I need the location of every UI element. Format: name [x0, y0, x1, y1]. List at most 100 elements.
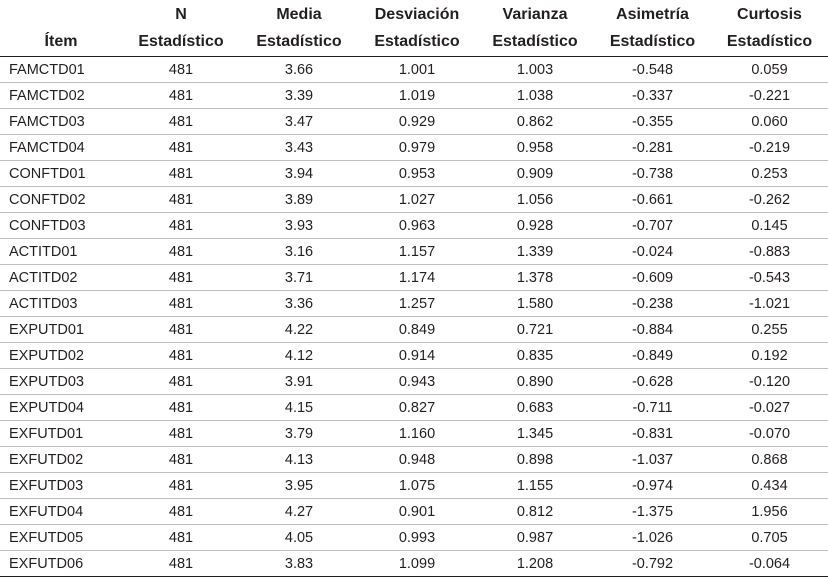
cell-media: 3.43	[240, 134, 358, 161]
cell-curtosis: -0.120	[711, 368, 828, 395]
cell-curtosis: 1.956	[711, 498, 828, 525]
cell-varianza: 1.056	[476, 186, 594, 213]
table-row: EXPUTD02 481 4.12 0.914 0.835 -0.849 0.192	[0, 342, 828, 369]
cell-asimetria: -0.024	[594, 238, 711, 265]
cell-media: 3.71	[240, 264, 358, 291]
cell-curtosis: -0.027	[711, 394, 828, 421]
table-row: EXPUTD04 481 4.15 0.827 0.683 -0.711 -0.027	[0, 394, 828, 421]
cell-n: 481	[122, 160, 240, 187]
cell-desviacion: 1.001	[358, 56, 476, 83]
cell-desviacion: 1.160	[358, 420, 476, 447]
cell-n: 481	[122, 368, 240, 395]
cell-media: 3.95	[240, 472, 358, 499]
cell-desviacion: 1.099	[358, 550, 476, 577]
cell-varianza: 0.928	[476, 212, 594, 239]
cell-media: 3.93	[240, 212, 358, 239]
cell-n: 481	[122, 342, 240, 369]
cell-curtosis: 0.255	[711, 316, 828, 343]
table-row: EXFUTD03 481 3.95 1.075 1.155 -0.974 0.434	[0, 472, 828, 499]
table-row: EXFUTD05 481 4.05 0.993 0.987 -1.026 0.705	[0, 524, 828, 551]
cell-item: EXPUTD01	[0, 316, 122, 343]
cell-curtosis: 0.253	[711, 160, 828, 187]
cell-item: EXFUTD02	[0, 446, 122, 473]
cell-media: 3.47	[240, 108, 358, 135]
cell-desviacion: 0.963	[358, 212, 476, 239]
header-sub-varianza: Estadístico	[492, 33, 578, 50]
cell-asimetria: -0.849	[594, 342, 711, 369]
cell-varianza: 0.890	[476, 368, 594, 395]
cell-n: 481	[122, 498, 240, 525]
cell-curtosis: -1.021	[711, 290, 828, 317]
cell-curtosis: -0.221	[711, 82, 828, 109]
cell-item: FAMCTD04	[0, 134, 122, 161]
cell-media: 3.94	[240, 160, 358, 187]
cell-media: 4.15	[240, 394, 358, 421]
cell-curtosis: 0.145	[711, 212, 828, 239]
cell-item: EXFUTD03	[0, 472, 122, 499]
cell-media: 4.13	[240, 446, 358, 473]
cell-curtosis: -0.883	[711, 238, 828, 265]
cell-curtosis: -0.064	[711, 550, 828, 577]
cell-asimetria: -0.831	[594, 420, 711, 447]
cell-asimetria: -0.661	[594, 186, 711, 213]
header-sub-item: Ítem	[44, 33, 78, 50]
table-row: FAMCTD03 481 3.47 0.929 0.862 -0.355 0.060	[0, 108, 828, 135]
cell-item: EXFUTD01	[0, 420, 122, 447]
header-top-varianza: Varianza	[502, 6, 568, 23]
cell-n: 481	[122, 56, 240, 83]
cell-n: 481	[122, 316, 240, 343]
table-row: FAMCTD02 481 3.39 1.019 1.038 -0.337 -0.221	[0, 82, 828, 109]
cell-curtosis: -0.543	[711, 264, 828, 291]
table-row: FAMCTD01 481 3.66 1.001 1.003 -0.548 0.059	[0, 56, 828, 83]
cell-n: 481	[122, 264, 240, 291]
cell-n: 481	[122, 290, 240, 317]
cell-media: 4.12	[240, 342, 358, 369]
cell-asimetria: -0.711	[594, 394, 711, 421]
table-row: EXFUTD06 481 3.83 1.099 1.208 -0.792 -0.064	[0, 550, 828, 577]
cell-asimetria: -0.974	[594, 472, 711, 499]
cell-item: FAMCTD02	[0, 82, 122, 109]
cell-asimetria: -0.238	[594, 290, 711, 317]
table-row: FAMCTD04 481 3.43 0.979 0.958 -0.281 -0.219	[0, 134, 828, 161]
cell-n: 481	[122, 472, 240, 499]
cell-desviacion: 0.901	[358, 498, 476, 525]
cell-n: 481	[122, 524, 240, 551]
cell-item: EXFUTD06	[0, 550, 122, 577]
cell-asimetria: -0.792	[594, 550, 711, 577]
cell-desviacion: 0.849	[358, 316, 476, 343]
cell-curtosis: 0.059	[711, 56, 828, 83]
cell-media: 3.89	[240, 186, 358, 213]
cell-asimetria: -0.707	[594, 212, 711, 239]
cell-item: CONFTD02	[0, 186, 122, 213]
cell-item: EXPUTD04	[0, 394, 122, 421]
cell-varianza: 0.862	[476, 108, 594, 135]
cell-asimetria: -0.548	[594, 56, 711, 83]
cell-n: 481	[122, 212, 240, 239]
cell-n: 481	[122, 82, 240, 109]
cell-item: ACTITD02	[0, 264, 122, 291]
cell-desviacion: 0.993	[358, 524, 476, 551]
cell-item: FAMCTD01	[0, 56, 122, 83]
table-header: N Media Desviación Varianza Asimetría Cu…	[0, 0, 828, 57]
cell-varianza: 1.345	[476, 420, 594, 447]
cell-n: 481	[122, 550, 240, 577]
header-top-n: N	[175, 6, 187, 23]
cell-curtosis: -0.219	[711, 134, 828, 161]
cell-media: 3.36	[240, 290, 358, 317]
cell-varianza: 0.909	[476, 160, 594, 187]
cell-media: 3.39	[240, 82, 358, 109]
cell-curtosis: 0.434	[711, 472, 828, 499]
cell-asimetria: -0.355	[594, 108, 711, 135]
cell-desviacion: 0.948	[358, 446, 476, 473]
cell-curtosis: 0.060	[711, 108, 828, 135]
cell-asimetria: -0.337	[594, 82, 711, 109]
table-row: ACTITD03 481 3.36 1.257 1.580 -0.238 -1.021	[0, 290, 828, 317]
cell-desviacion: 1.174	[358, 264, 476, 291]
cell-asimetria: -0.609	[594, 264, 711, 291]
cell-asimetria: -1.375	[594, 498, 711, 525]
cell-desviacion: 1.257	[358, 290, 476, 317]
cell-varianza: 0.987	[476, 524, 594, 551]
cell-desviacion: 0.929	[358, 108, 476, 135]
table-row: ACTITD02 481 3.71 1.174 1.378 -0.609 -0.543	[0, 264, 828, 291]
